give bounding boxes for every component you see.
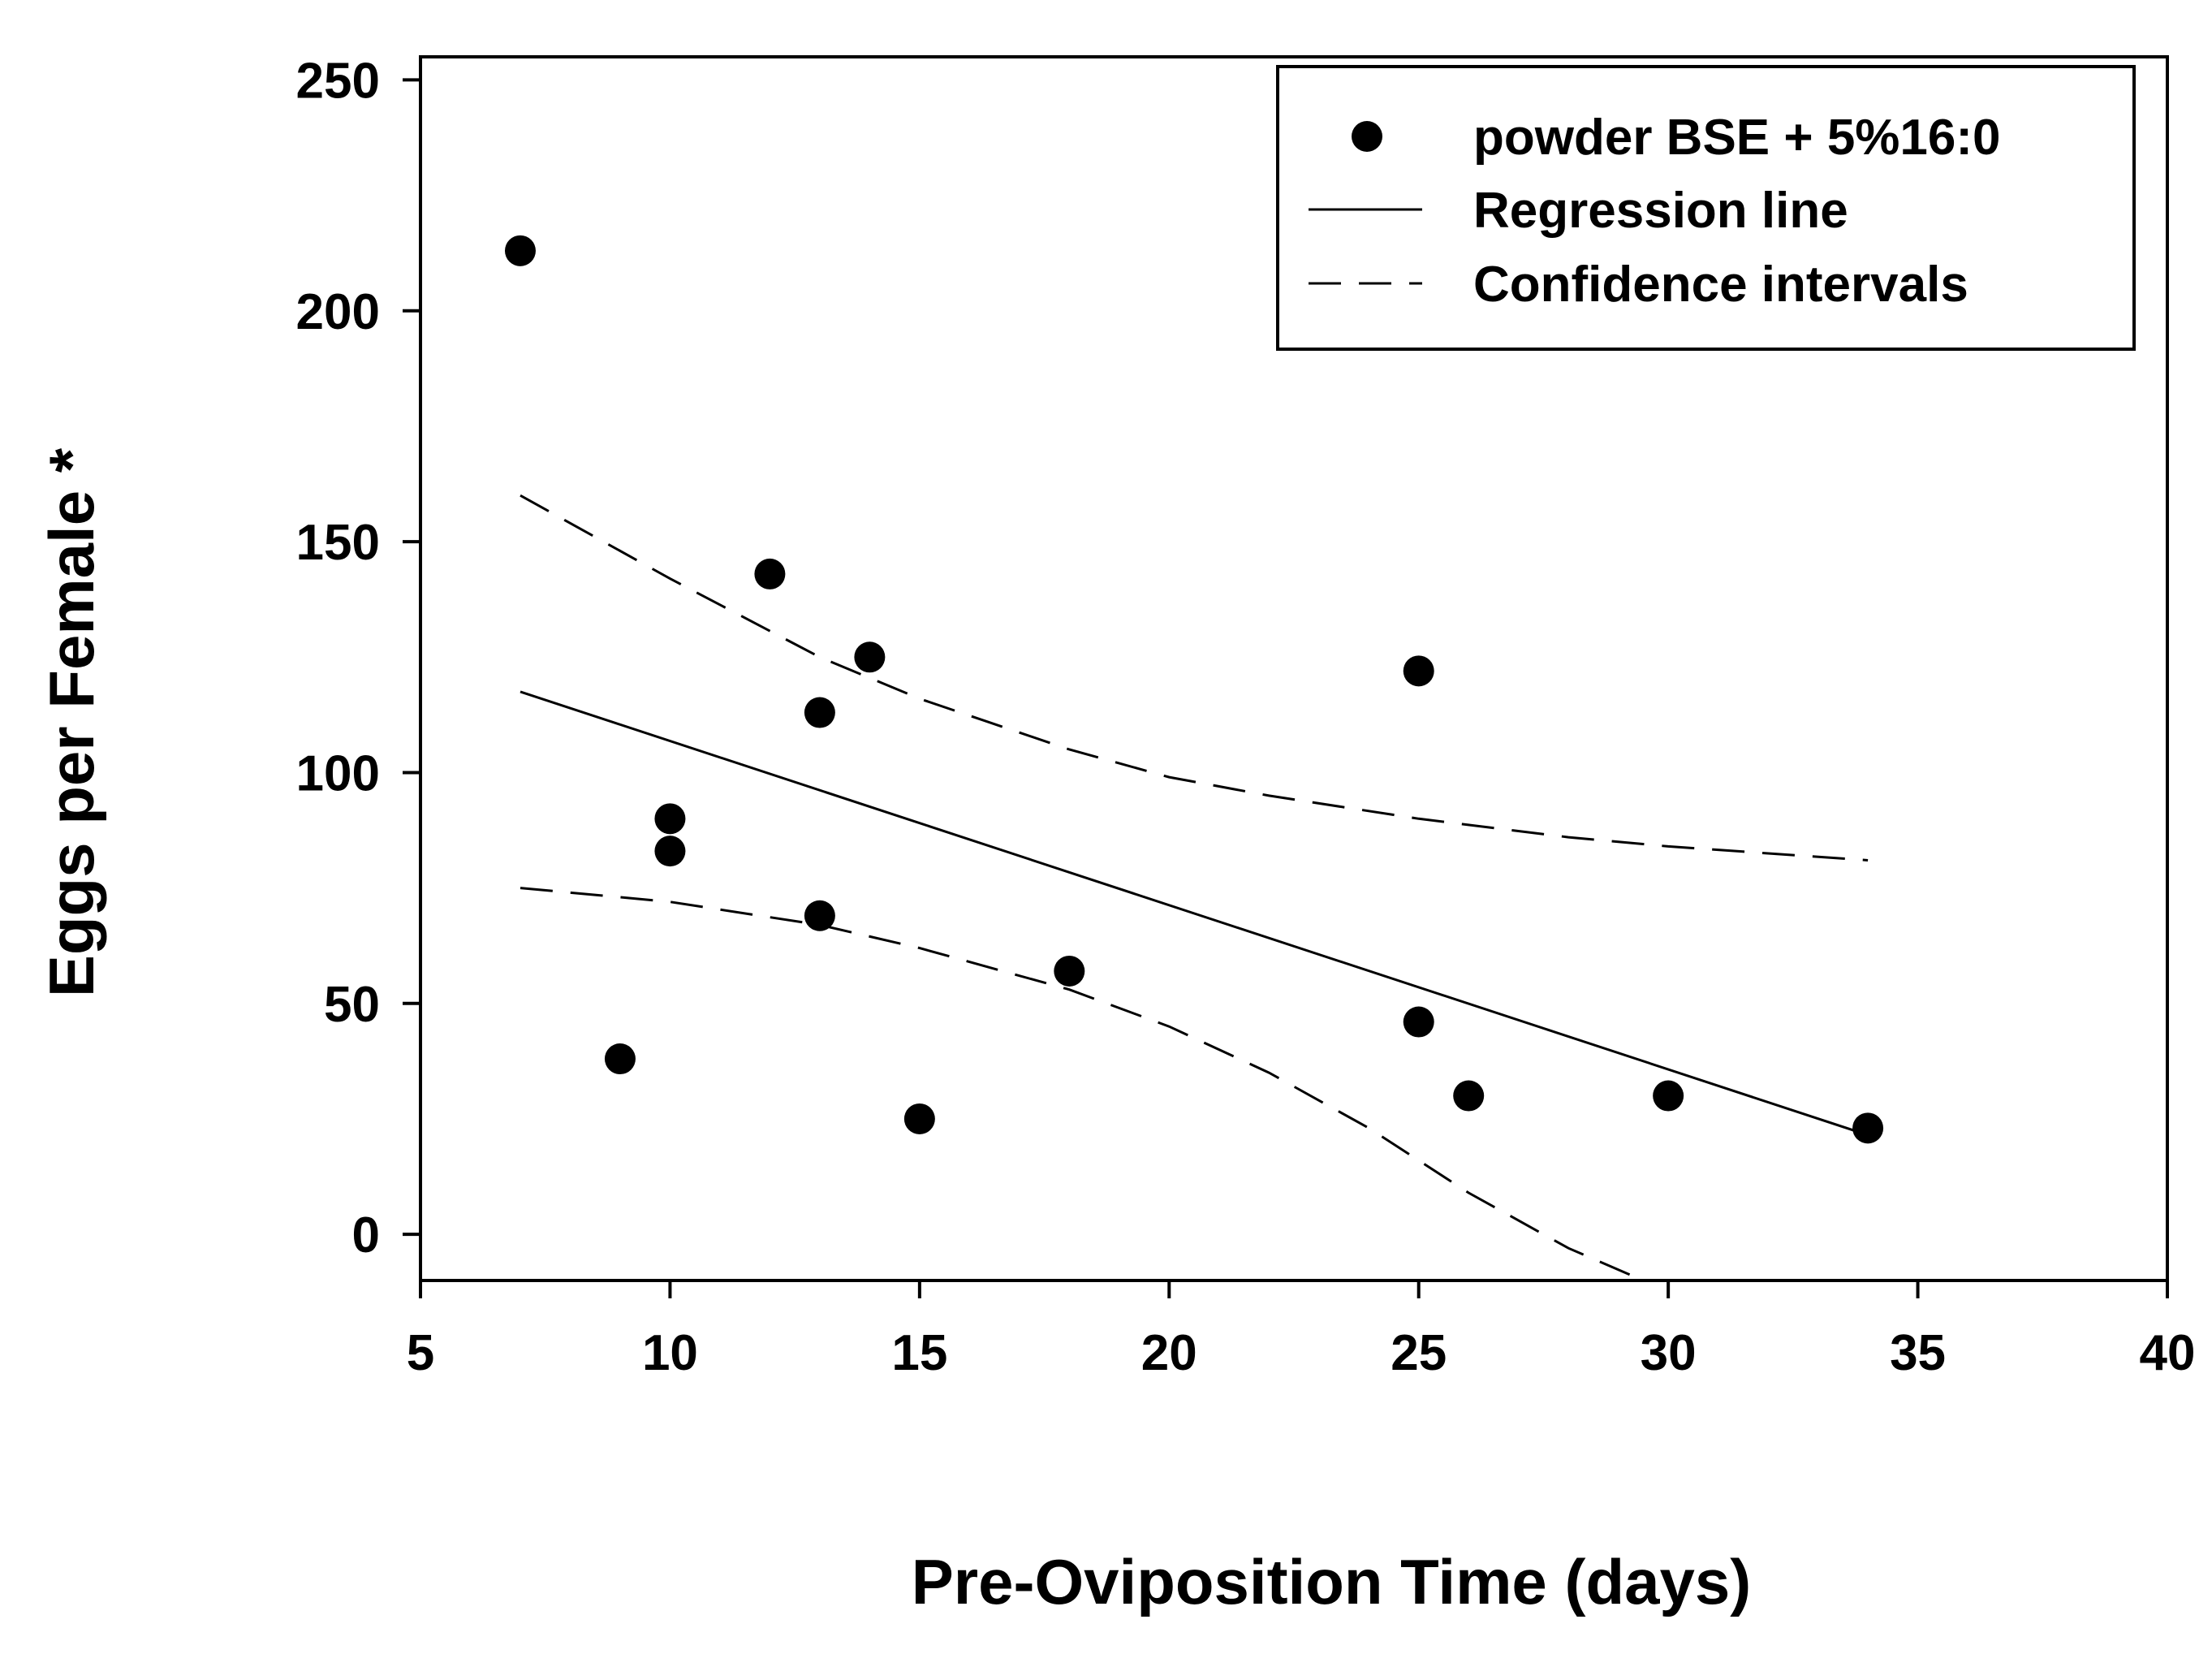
regression-line (520, 690, 1869, 1137)
y-tick-label: 150 (296, 515, 380, 571)
data-point (504, 235, 536, 266)
y-tick-label: 0 (352, 1207, 380, 1263)
x-tick-label: 30 (1641, 1325, 1697, 1381)
x-tick-label: 10 (642, 1325, 698, 1381)
upper-confidence-line (520, 494, 1869, 862)
data-point (903, 1103, 935, 1134)
y-tick-label: 200 (296, 284, 380, 340)
data-point (1403, 655, 1434, 687)
data-point (804, 697, 835, 728)
data-point (1054, 955, 1085, 987)
x-tick-label: 5 (407, 1325, 434, 1381)
legend-label-points: powder BSE + 5%16:0 (1473, 110, 2001, 166)
lower-confidence-line (520, 887, 1644, 1282)
data-point (1403, 1006, 1434, 1038)
data-point (1453, 1080, 1485, 1112)
legend-label-regression: Regression line (1473, 183, 1848, 239)
x-tick-label: 20 (1141, 1325, 1197, 1381)
data-point (804, 900, 835, 931)
x-tick-label: 25 (1391, 1325, 1447, 1381)
legend-box (1276, 65, 2136, 351)
y-tick-label: 250 (296, 53, 380, 109)
x-tick-label: 40 (2140, 1325, 2196, 1381)
x-tick-label: 35 (1890, 1325, 1946, 1381)
x-tick-label: 15 (891, 1325, 947, 1381)
y-tick-label: 50 (324, 977, 380, 1033)
legend-label-confidence: Confidence intervals (1473, 257, 1968, 313)
data-point (1852, 1112, 1884, 1144)
data-point (1653, 1080, 1684, 1112)
data-point (654, 803, 686, 835)
x-axis-title: Pre-Oviposition Time (days) (912, 1546, 1751, 1617)
y-tick-label: 100 (296, 745, 380, 801)
data-point (754, 558, 786, 589)
legend: powder BSE + 5%16:0 Regression line Conf… (1276, 65, 2136, 351)
plot-frame (419, 55, 2169, 1282)
y-axis-title: Eggs per Female * (36, 447, 107, 997)
legend-marker-points (1352, 121, 1382, 152)
data-point (654, 836, 686, 867)
data-point (854, 641, 886, 673)
data-point (604, 1043, 636, 1075)
